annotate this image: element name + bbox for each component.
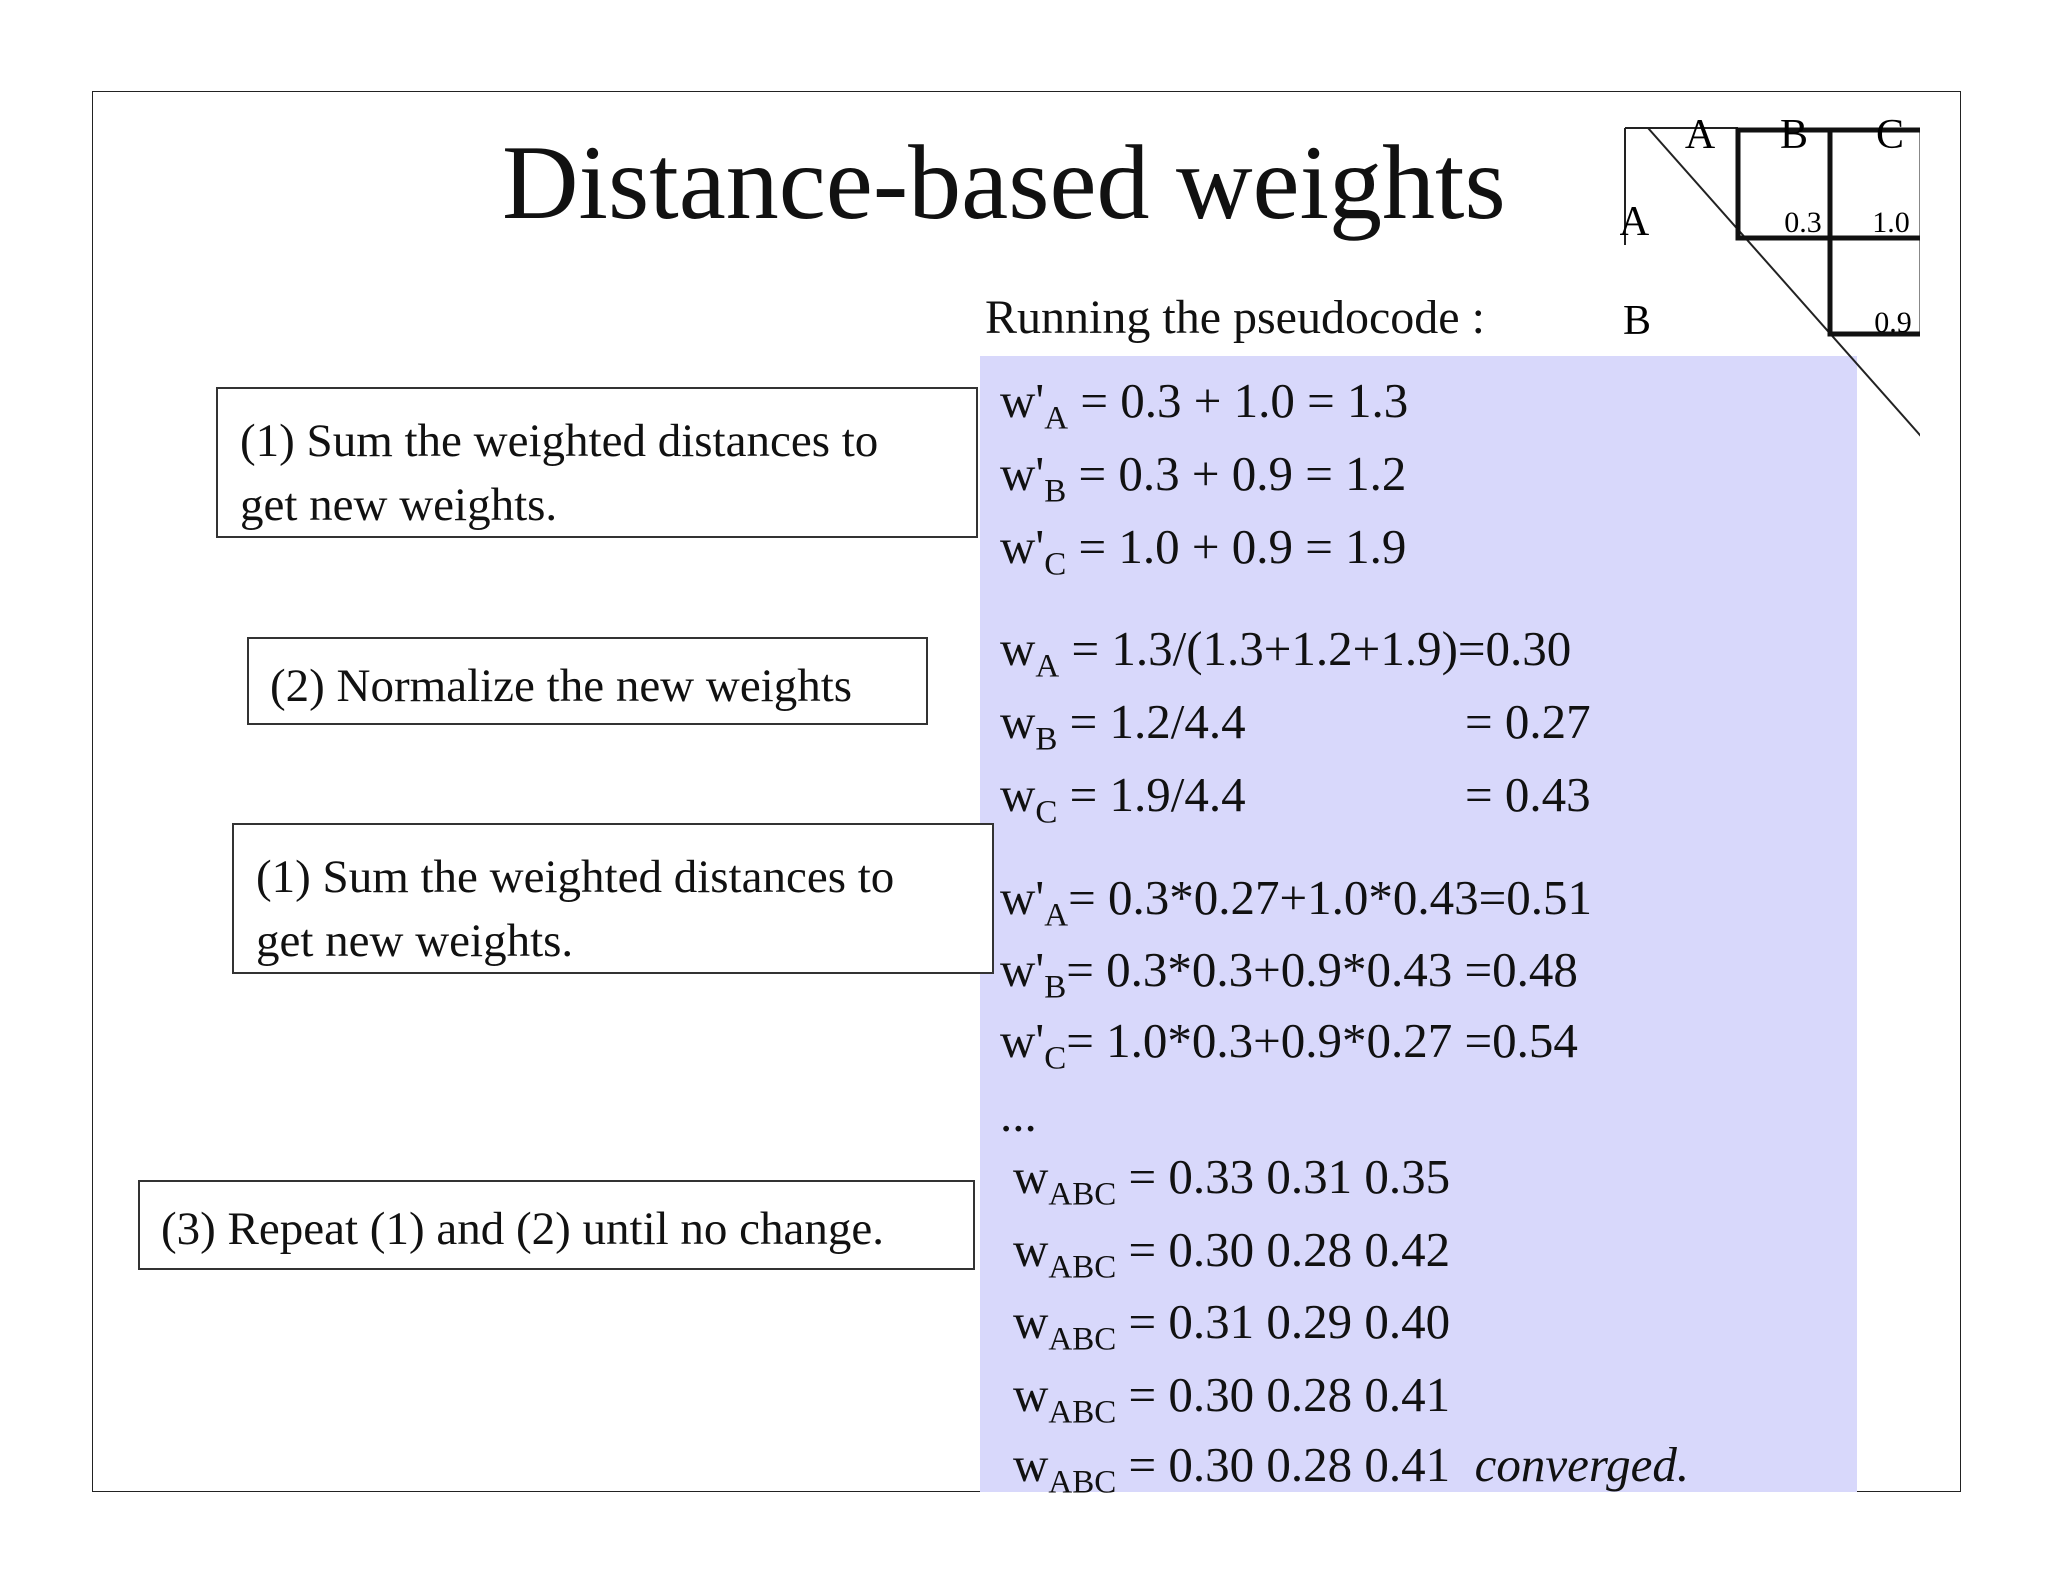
slide-title: Distance-based weights	[502, 124, 1506, 241]
subtitle: Running the pseudocode :	[985, 291, 1485, 344]
step-text-line: (1) Sum the weighted distances to	[256, 851, 895, 903]
calc2-line-c: wC = 1.9/4.4	[1000, 767, 1246, 831]
step-text-line: (1) Sum the weighted distances to	[240, 415, 879, 467]
calc2-result-b: = 0.27	[1465, 694, 1591, 749]
step-box-normalize: (2) Normalize the new weights	[247, 637, 928, 725]
distance-matrix: A B C A B 0.3 1.0 0.9	[1620, 112, 1920, 437]
iteration-row: wABC = 0.31 0.29 0.40	[1013, 1294, 1451, 1358]
iteration-row: wABC = 0.33 0.31 0.35	[1013, 1149, 1451, 1213]
calc1-line-c: w'C = 1.0 + 0.9 = 1.9	[1000, 519, 1407, 583]
value-ab: 0.3	[1784, 206, 1822, 239]
iteration-row-converged: wABC = 0.30 0.28 0.41 converged.	[1013, 1437, 1690, 1501]
calc3-line-b: w'B= 0.3*0.3+0.9*0.43 =0.48	[1000, 942, 1578, 1006]
step-box-repeat: (3) Repeat (1) and (2) until no change.	[138, 1180, 975, 1270]
step-text-line: (2) Normalize the new weights	[270, 660, 853, 712]
col-label-a: A	[1685, 112, 1716, 158]
matrix-diagonal	[1647, 127, 1920, 437]
step-text-line: get new weights.	[240, 478, 558, 531]
row-label-a: A	[1620, 199, 1650, 245]
ellipsis: ...	[1000, 1087, 1037, 1142]
col-label-c: C	[1876, 112, 1904, 158]
calc1-line-a: w'A = 0.3 + 1.0 = 1.3	[1000, 373, 1409, 437]
calc2-line-a: wA = 1.3/(1.3+1.2+1.9)=0.30	[1000, 621, 1572, 685]
iteration-row: wABC = 0.30 0.28 0.41	[1013, 1367, 1451, 1431]
cell-bc	[1827, 235, 1920, 337]
iteration-row: wABC = 0.30 0.28 0.42	[1013, 1222, 1451, 1286]
value-ac: 1.0	[1872, 206, 1910, 239]
calc2-line-b: wB = 1.2/4.4	[1000, 694, 1246, 758]
value-bc: 0.9	[1874, 306, 1912, 339]
calc1-line-b: w'B = 0.3 + 0.9 = 1.2	[1000, 446, 1407, 510]
step-box-sum-1: (1) Sum the weighted distances to get ne…	[216, 387, 978, 538]
calc2-result-c: = 0.43	[1465, 767, 1591, 822]
calc3-line-c: w'C= 1.0*0.3+0.9*0.27 =0.54	[1000, 1013, 1578, 1077]
calc3-line-a: w'A= 0.3*0.27+1.0*0.43=0.51	[1000, 870, 1592, 934]
col-label-b: B	[1780, 112, 1808, 158]
pseudocode-panel	[980, 356, 1857, 1492]
step-box-sum-2: (1) Sum the weighted distances to get ne…	[232, 823, 994, 974]
step-text-line: (3) Repeat (1) and (2) until no change.	[161, 1203, 885, 1255]
converged-note: converged.	[1474, 1437, 1690, 1492]
row-label-b: B	[1623, 298, 1651, 344]
step-text-line: get new weights.	[256, 914, 574, 967]
